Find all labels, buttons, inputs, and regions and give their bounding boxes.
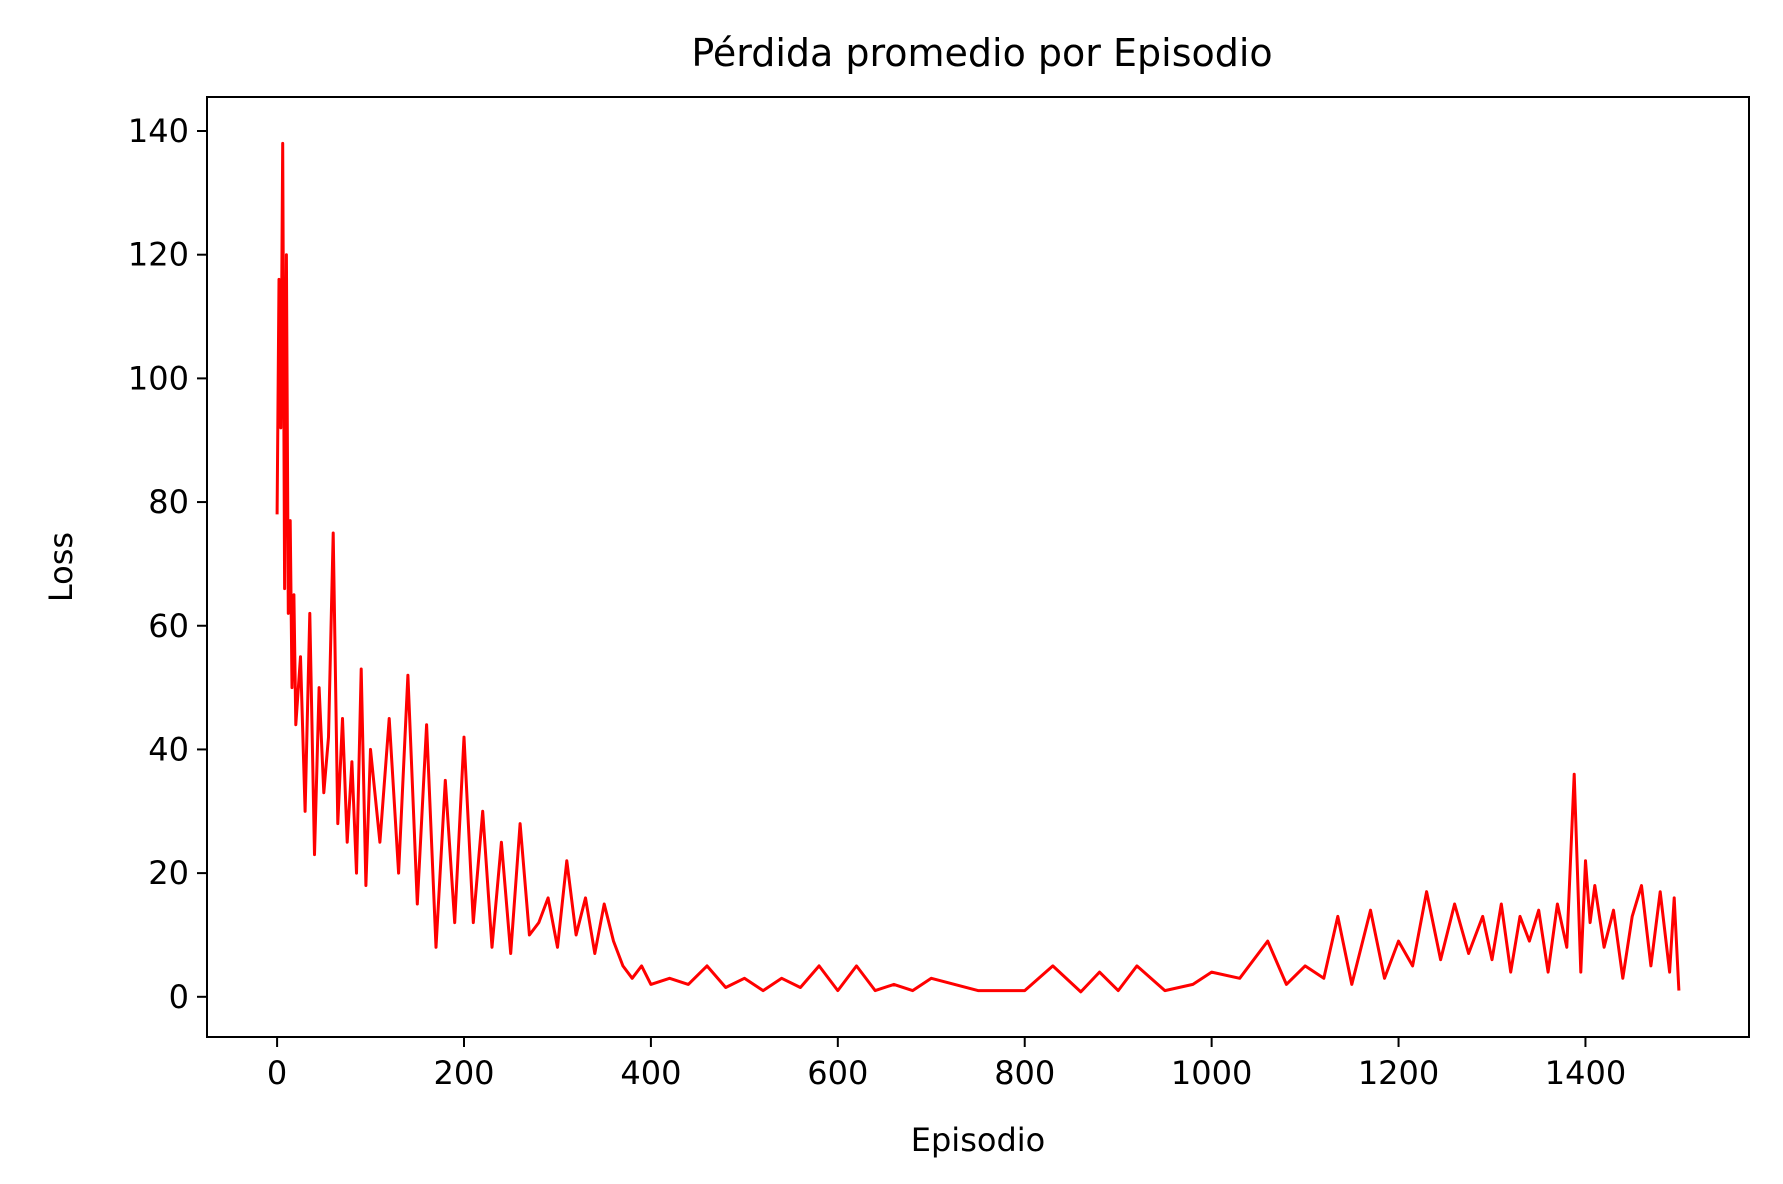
series-line-0: [275, 141, 1681, 994]
y-tick-label: 40: [148, 730, 189, 768]
x-tick-label: 0: [267, 1054, 287, 1092]
plot-frame: [206, 96, 1750, 1038]
x-tick-label: 1000: [1171, 1054, 1252, 1092]
x-tick-label: 1200: [1358, 1054, 1439, 1092]
chart-title: Pérdida promedio por Episodio: [691, 31, 1272, 75]
x-axis-label: Episodio: [911, 1121, 1045, 1159]
y-tick-label: 100: [128, 359, 189, 397]
x-tick-label: 600: [807, 1054, 868, 1092]
y-tick-label: 20: [148, 854, 189, 892]
x-tick-label: 800: [994, 1054, 1055, 1092]
plot-series: [275, 141, 1681, 994]
y-tick-label: 80: [148, 483, 189, 521]
x-axis: 0 200 400 600 800 1000 1200 1400: [267, 1037, 1626, 1092]
y-tick-label: 140: [128, 112, 189, 150]
y-axis: 0 20 40 60 80 100 120 140: [128, 112, 207, 1016]
y-tick-label: 60: [148, 607, 189, 645]
y-tick-label: 120: [128, 236, 189, 274]
y-tick-label: 0: [169, 978, 189, 1016]
x-tick-label: 1400: [1545, 1054, 1626, 1092]
x-tick-label: 400: [620, 1054, 681, 1092]
y-axis-label: Loss: [42, 532, 80, 602]
x-tick-label: 200: [433, 1054, 494, 1092]
